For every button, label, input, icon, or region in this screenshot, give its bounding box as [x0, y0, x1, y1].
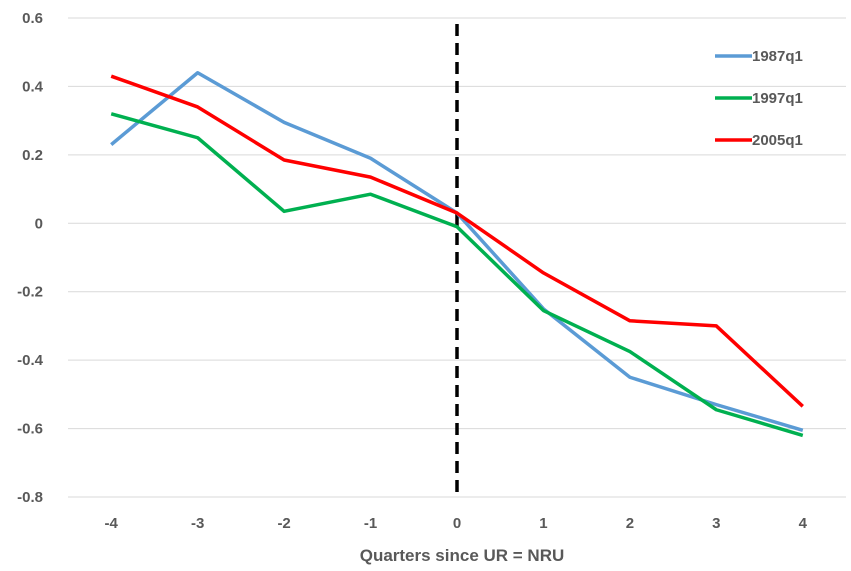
legend-label: 1997q1 [752, 90, 803, 107]
x-tick-label: 4 [799, 515, 808, 532]
y-tick-label: -0.4 [17, 352, 44, 369]
y-tick-label: 0 [35, 215, 43, 232]
y-tick-label: 0.4 [22, 78, 44, 95]
x-tick-label: 1 [539, 515, 547, 532]
x-tick-label: 0 [453, 515, 461, 532]
x-tick-label: -2 [277, 515, 290, 532]
legend: 1987q1 1997q1 2005q1 [715, 48, 803, 149]
y-tick-label: -0.8 [17, 489, 43, 506]
x-tick-label: -4 [105, 515, 119, 532]
series-layer [110, 70, 804, 438]
x-tick-label: 3 [712, 515, 720, 532]
legend-label: 1987q1 [752, 48, 803, 65]
x-tick-label: 2 [626, 515, 634, 532]
y-tick-label: -0.6 [17, 421, 43, 438]
series-line-1997q1 [110, 112, 804, 438]
y-tick-label: 0.2 [22, 147, 43, 164]
x-tick-label: -1 [364, 515, 377, 532]
x-axis-tick-labels: -4 -3 -2 -1 0 1 2 3 4 [105, 515, 808, 532]
x-axis-title: Quarters since UR = NRU [360, 546, 565, 565]
x-tick-label: -3 [191, 515, 204, 532]
y-tick-label: -0.2 [17, 284, 43, 301]
y-axis-tick-labels: 0.6 0.4 0.2 0 -0.2 -0.4 -0.6 -0.8 [17, 10, 44, 506]
series-line-2005q1 [110, 74, 804, 408]
y-tick-label: 0.6 [22, 10, 43, 27]
legend-label: 2005q1 [752, 132, 803, 149]
